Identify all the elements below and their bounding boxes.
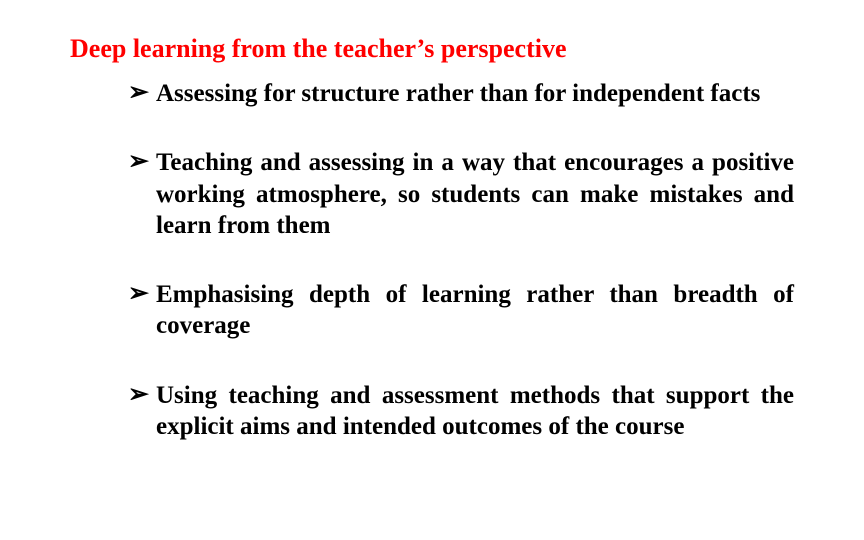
list-item-text: Teaching and assessing in a way that enc… xyxy=(156,147,794,241)
list-item: ➢ Teaching and assessing in a way that e… xyxy=(128,147,794,241)
bullet-icon: ➢ xyxy=(128,380,156,410)
bullet-icon: ➢ xyxy=(128,147,156,177)
bullet-icon: ➢ xyxy=(128,78,156,108)
slide: Deep learning from the teacher’s perspec… xyxy=(0,0,864,442)
list-item: ➢ Assessing for structure rather than fo… xyxy=(128,78,794,109)
list-item-text: Using teaching and assessment methods th… xyxy=(156,380,794,443)
slide-title: Deep learning from the teacher’s perspec… xyxy=(70,34,794,64)
list-item: ➢ Using teaching and assessment methods … xyxy=(128,380,794,443)
list-item: ➢ Emphasising depth of learning rather t… xyxy=(128,279,794,342)
bullet-list: ➢ Assessing for structure rather than fo… xyxy=(70,78,794,442)
list-item-text: Assessing for structure rather than for … xyxy=(156,78,794,109)
list-item-text: Emphasising depth of learning rather tha… xyxy=(156,279,794,342)
bullet-icon: ➢ xyxy=(128,279,156,309)
